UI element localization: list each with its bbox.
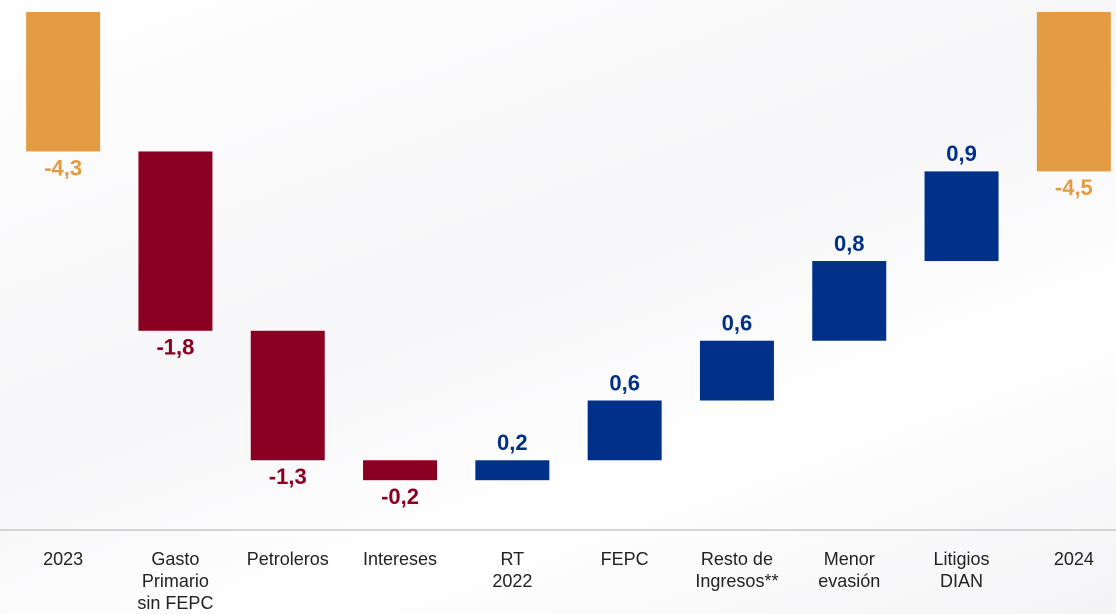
- bar: [699, 340, 774, 401]
- x-tick-label: 2024: [1053, 549, 1094, 569]
- data-label: -1,8: [156, 335, 194, 360]
- bar: [363, 460, 438, 481]
- x-tick-label: FEPC: [600, 549, 649, 569]
- data-label: 0,6: [609, 370, 640, 395]
- x-tick-label: 2023: [43, 549, 84, 569]
- data-label: 0,6: [722, 311, 753, 336]
- bar: [475, 460, 550, 481]
- bar: [924, 171, 999, 262]
- data-label: -4,5: [1055, 175, 1093, 200]
- bar: [138, 151, 213, 331]
- x-tick-label: RT 2022: [492, 549, 533, 591]
- data-label: -4,3: [44, 155, 82, 180]
- bar: [250, 330, 325, 461]
- data-label: 0,8: [834, 231, 865, 256]
- x-tick-label: Litigios DIAN: [933, 549, 990, 591]
- x-tick-label: Resto de Ingresos**: [695, 549, 779, 591]
- x-tick-label: Petroleros: [246, 549, 329, 569]
- data-label: 0,2: [497, 430, 528, 455]
- data-label: 0,9: [946, 141, 977, 166]
- x-tick-label: Menor evasión: [818, 549, 881, 591]
- bar: [1036, 12, 1111, 172]
- bar: [26, 12, 101, 152]
- x-tick-label: Gasto Primario sin FEPC: [137, 549, 214, 613]
- data-label: -1,3: [269, 464, 307, 489]
- data-label: -0,2: [381, 484, 419, 509]
- bar: [812, 261, 887, 341]
- bar: [587, 400, 662, 461]
- x-tick-label: Intereses: [363, 549, 438, 569]
